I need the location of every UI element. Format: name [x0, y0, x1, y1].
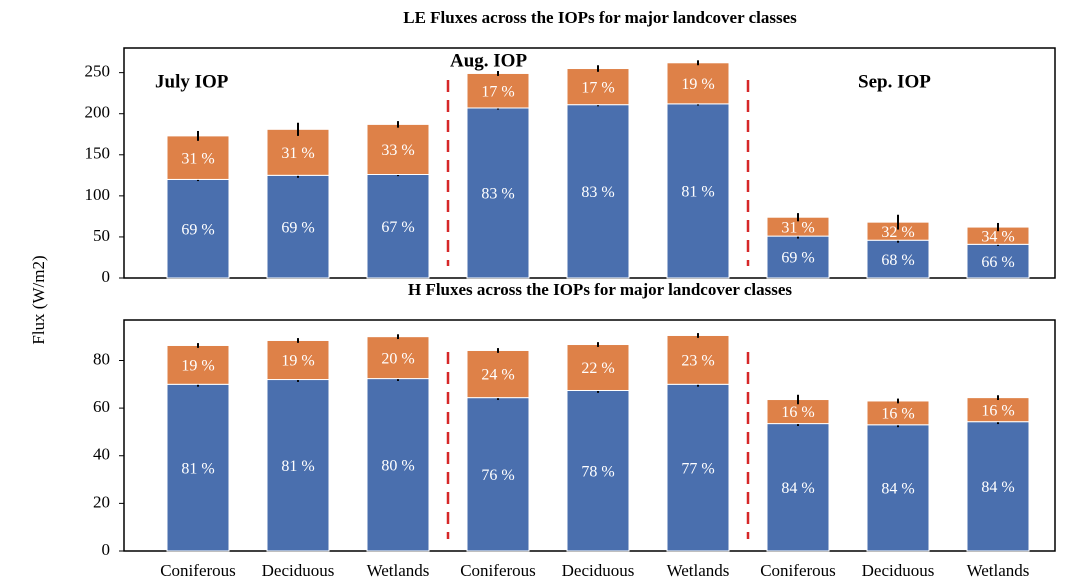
annotation: July IOP: [155, 71, 229, 92]
x-tick-label: Deciduous: [262, 561, 335, 580]
bar-segment: [466, 72, 530, 109]
bar-segment: [666, 383, 730, 552]
segment-label: 69 %: [781, 250, 814, 267]
bar-segment: [466, 107, 530, 279]
x-tick-label: Coniferous: [760, 561, 836, 580]
y-tick-label: 50: [93, 226, 110, 245]
segment-label: 83 %: [581, 184, 614, 201]
y-tick-label: 40: [93, 445, 110, 464]
segment-label: 16 %: [881, 406, 914, 423]
annotation: Aug. IOP: [450, 50, 527, 71]
segment-label: 81 %: [281, 458, 314, 475]
segment-label: 66 %: [981, 254, 1014, 271]
segment-label: 17 %: [481, 83, 514, 100]
bar-segment: [866, 424, 930, 552]
bar-segment: [366, 378, 430, 552]
bar-segment: [966, 243, 1030, 279]
segment-label: 31 %: [781, 219, 814, 236]
bar-segment: [466, 397, 530, 552]
segment-label: 16 %: [981, 402, 1014, 419]
segment-label: 77 %: [681, 460, 714, 477]
bar-segment: [266, 174, 330, 279]
y-axis-label: Flux (W/m2): [29, 255, 48, 344]
segment-label: 31 %: [281, 145, 314, 162]
segment-label: 68 %: [881, 252, 914, 269]
segment-label: 80 %: [381, 457, 414, 474]
x-tick-label: Deciduous: [862, 561, 935, 580]
y-tick-label: 100: [85, 185, 111, 204]
segment-label: 76 %: [481, 467, 514, 484]
segment-label: 33 %: [381, 142, 414, 159]
bar-segment: [566, 389, 630, 552]
segment-label: 19 %: [681, 76, 714, 93]
bar-segment: [666, 334, 730, 385]
segment-label: 19 %: [281, 353, 314, 370]
segment-label: 32 %: [881, 224, 914, 241]
bar-segment: [866, 239, 930, 279]
segment-label: 78 %: [581, 463, 614, 480]
segment-label: 19 %: [181, 358, 214, 375]
x-tick-label: Coniferous: [460, 561, 536, 580]
y-tick-label: 0: [102, 267, 111, 286]
bar-segment: [966, 421, 1030, 552]
bar-segment: [166, 383, 230, 552]
bar-segment: [566, 68, 630, 106]
segment-label: 84 %: [981, 479, 1014, 496]
bar-segment: [766, 423, 830, 552]
segment-label: 17 %: [581, 79, 614, 96]
bar-segment: [266, 339, 330, 381]
bar-segment: [566, 104, 630, 279]
x-tick-label: Coniferous: [160, 561, 236, 580]
segment-label: 23 %: [681, 353, 714, 370]
segment-label: 69 %: [281, 219, 314, 236]
x-tick-label: Wetlands: [967, 561, 1030, 580]
segment-label: 16 %: [781, 404, 814, 421]
segment-label: 31 %: [181, 150, 214, 167]
bar-segment: [366, 336, 430, 380]
segment-label: 84 %: [781, 480, 814, 497]
bar-segment: [266, 379, 330, 552]
x-tick-label: Wetlands: [367, 561, 430, 580]
chart-title: LE Fluxes across the IOPs for major land…: [403, 8, 797, 27]
y-tick-label: 250: [85, 62, 111, 81]
segment-label: 24 %: [481, 367, 514, 384]
bar-segment: [566, 344, 630, 391]
bar-segment: [266, 128, 330, 176]
segment-label: 81 %: [181, 460, 214, 477]
bar-segment: [366, 123, 430, 176]
bar-segment: [966, 397, 1030, 423]
y-tick-label: 200: [85, 103, 111, 122]
segment-label: 34 %: [981, 228, 1014, 245]
segment-label: 81 %: [681, 184, 714, 201]
annotation: Sep. IOP: [858, 71, 931, 92]
y-tick-label: 150: [85, 144, 111, 163]
segment-label: 69 %: [181, 221, 214, 238]
y-tick-label: 0: [102, 540, 111, 559]
segment-label: 83 %: [481, 186, 514, 203]
segment-label: 22 %: [581, 360, 614, 377]
bar-segment: [166, 135, 230, 180]
chart-title: H Fluxes across the IOPs for major landc…: [408, 280, 792, 299]
segment-label: 84 %: [881, 481, 914, 498]
y-tick-label: 60: [93, 397, 110, 416]
y-tick-label: 20: [93, 492, 110, 511]
x-tick-label: Deciduous: [562, 561, 635, 580]
y-tick-label: 80: [93, 349, 110, 368]
segment-label: 20 %: [381, 350, 414, 367]
segment-label: 67 %: [381, 219, 414, 236]
bar-segment: [666, 62, 730, 105]
bar-segment: [766, 235, 830, 279]
x-tick-label: Wetlands: [667, 561, 730, 580]
